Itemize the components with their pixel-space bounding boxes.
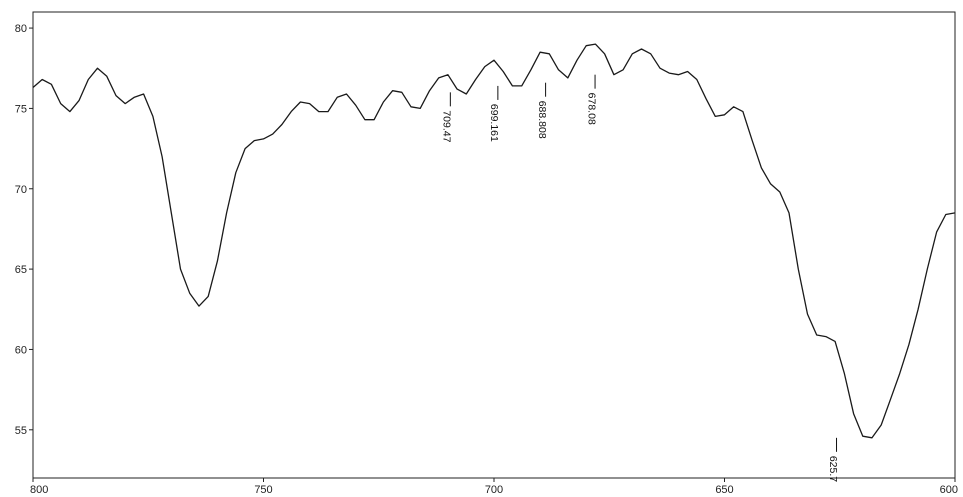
x-tick-label: 650 <box>715 484 733 496</box>
y-tick-label: 80 <box>15 23 27 35</box>
x-tick-label: 800 <box>30 484 48 496</box>
spectrum-line <box>32 43 956 439</box>
x-tick-label: 600 <box>940 484 958 496</box>
peak-annotations: 709.47 699.161 688.808 678.08 625.7 <box>441 74 839 482</box>
y-tick-label: 75 <box>15 103 27 115</box>
y-tick-label: 60 <box>15 344 27 356</box>
peak-label: 625.7 <box>827 456 839 482</box>
y-axis: 55 60 65 70 75 80 <box>15 23 33 437</box>
plot-frame <box>32 11 956 479</box>
x-axis: 800 750 700 650 600 <box>30 478 958 496</box>
y-tick-label: 70 <box>15 184 27 196</box>
peak-label: 699.161 <box>488 104 500 142</box>
y-tick-label: 55 <box>15 425 27 437</box>
peak-label: 709.47 <box>441 110 453 142</box>
y-tick-label: 65 <box>15 264 27 276</box>
peak-label: 678.08 <box>585 93 597 125</box>
x-tick-label: 700 <box>485 484 503 496</box>
peak-label: 688.808 <box>536 101 548 139</box>
x-tick-label: 750 <box>254 484 272 496</box>
